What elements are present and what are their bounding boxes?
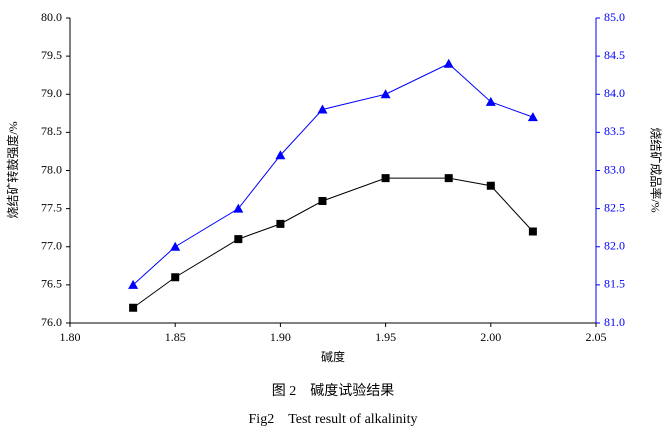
- y2-tick-label: 81.0: [604, 315, 625, 329]
- y2-tick-label: 83.5: [604, 124, 625, 138]
- marker: [380, 89, 391, 99]
- y-tick-label: 79.5: [41, 48, 62, 62]
- caption-cn: 图 2 碱度试验结果: [272, 383, 395, 399]
- x-tick-label: 2.05: [586, 330, 607, 344]
- marker: [318, 197, 327, 205]
- y2-tick-label: 82.5: [604, 200, 625, 214]
- marker: [381, 174, 390, 183]
- y2-axis-label: 烧结矿成品率/%: [648, 127, 663, 212]
- marker: [171, 273, 180, 282]
- series-line: [132, 63, 534, 286]
- marker: [233, 203, 244, 213]
- marker: [276, 219, 285, 228]
- x-tick-label: 1.80: [60, 330, 81, 344]
- x-tick-label: 2.00: [480, 330, 501, 344]
- marker: [234, 235, 243, 244]
- y-tick-label: 77.5: [41, 200, 62, 214]
- y-tick-label: 76.5: [41, 277, 62, 291]
- marker: [486, 181, 495, 190]
- y-tick-label: 79.0: [41, 86, 62, 100]
- y2-tick-label: 83.0: [604, 162, 625, 176]
- marker: [128, 279, 139, 289]
- y-tick-label: 78.0: [41, 162, 62, 176]
- x-tick-label: 1.85: [165, 330, 186, 344]
- y-tick-label: 80.0: [41, 10, 62, 24]
- marker: [129, 303, 138, 312]
- marker: [485, 96, 496, 106]
- x-axis-label: 碱度: [321, 349, 345, 364]
- marker: [443, 58, 454, 68]
- x-tick-label: 1.95: [375, 330, 396, 344]
- marker: [170, 241, 181, 251]
- marker: [275, 150, 286, 160]
- marker: [317, 104, 328, 114]
- y2-tick-label: 84.5: [604, 48, 625, 62]
- marker: [444, 174, 453, 183]
- y-tick-label: 76.0: [41, 315, 62, 329]
- y-tick-label: 78.5: [41, 124, 62, 138]
- y2-tick-label: 84.0: [604, 86, 625, 100]
- caption-en: Fig2 Test result of alkalinity: [249, 412, 418, 427]
- y-axis-label: 烧结矿转鼓强度/%: [5, 121, 20, 218]
- y2-tick-label: 81.5: [604, 277, 625, 291]
- y2-tick-label: 82.0: [604, 239, 625, 253]
- marker: [528, 227, 537, 236]
- marker: [527, 112, 538, 122]
- x-tick-label: 1.90: [270, 330, 291, 344]
- series-line: [132, 177, 534, 309]
- y2-tick-label: 85.0: [604, 10, 625, 24]
- y-tick-label: 77.0: [41, 239, 62, 253]
